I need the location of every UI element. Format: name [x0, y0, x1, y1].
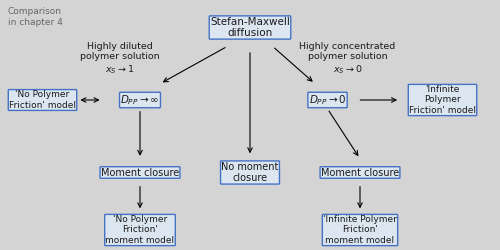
Text: No moment
closure: No moment closure — [222, 162, 278, 183]
Text: Stefan-Maxwell
diffusion: Stefan-Maxwell diffusion — [210, 17, 290, 38]
Text: Moment closure: Moment closure — [101, 168, 179, 177]
Text: 'No Polymer
Friction' model: 'No Polymer Friction' model — [9, 90, 76, 110]
Text: $D_{PP} \rightarrow 0$: $D_{PP} \rightarrow 0$ — [308, 93, 346, 107]
Text: $D_{PP} \rightarrow \infty$: $D_{PP} \rightarrow \infty$ — [120, 93, 160, 107]
Text: Comparison
in chapter 4: Comparison in chapter 4 — [8, 8, 62, 27]
Text: Highly diluted
polymer solution
$x_S \rightarrow 1$: Highly diluted polymer solution $x_S \ri… — [80, 42, 160, 76]
Text: 'Infinite Polymer
Friction'
moment model: 'Infinite Polymer Friction' moment model — [323, 215, 397, 245]
Text: Highly concentrated
polymer solution
$x_S \rightarrow 0$: Highly concentrated polymer solution $x_… — [300, 42, 396, 76]
Text: 'Infinite
Polymer
Friction' model: 'Infinite Polymer Friction' model — [409, 85, 476, 115]
Text: 'No Polymer
Friction'
moment model: 'No Polymer Friction' moment model — [106, 215, 174, 245]
Text: Moment closure: Moment closure — [321, 168, 399, 177]
